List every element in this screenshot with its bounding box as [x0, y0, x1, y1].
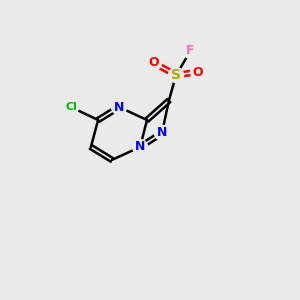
Text: F: F: [186, 44, 195, 58]
Circle shape: [183, 44, 198, 59]
Circle shape: [146, 56, 161, 70]
Circle shape: [112, 100, 127, 115]
Text: N: N: [157, 126, 167, 140]
Text: N: N: [135, 140, 145, 154]
Circle shape: [154, 125, 169, 140]
Text: S: S: [171, 68, 181, 82]
Circle shape: [133, 140, 148, 154]
Circle shape: [190, 64, 206, 80]
Circle shape: [169, 68, 184, 82]
Text: O: O: [193, 65, 203, 79]
Circle shape: [64, 100, 79, 115]
Text: O: O: [148, 56, 159, 70]
Text: Cl: Cl: [65, 102, 77, 112]
Text: N: N: [114, 100, 124, 114]
